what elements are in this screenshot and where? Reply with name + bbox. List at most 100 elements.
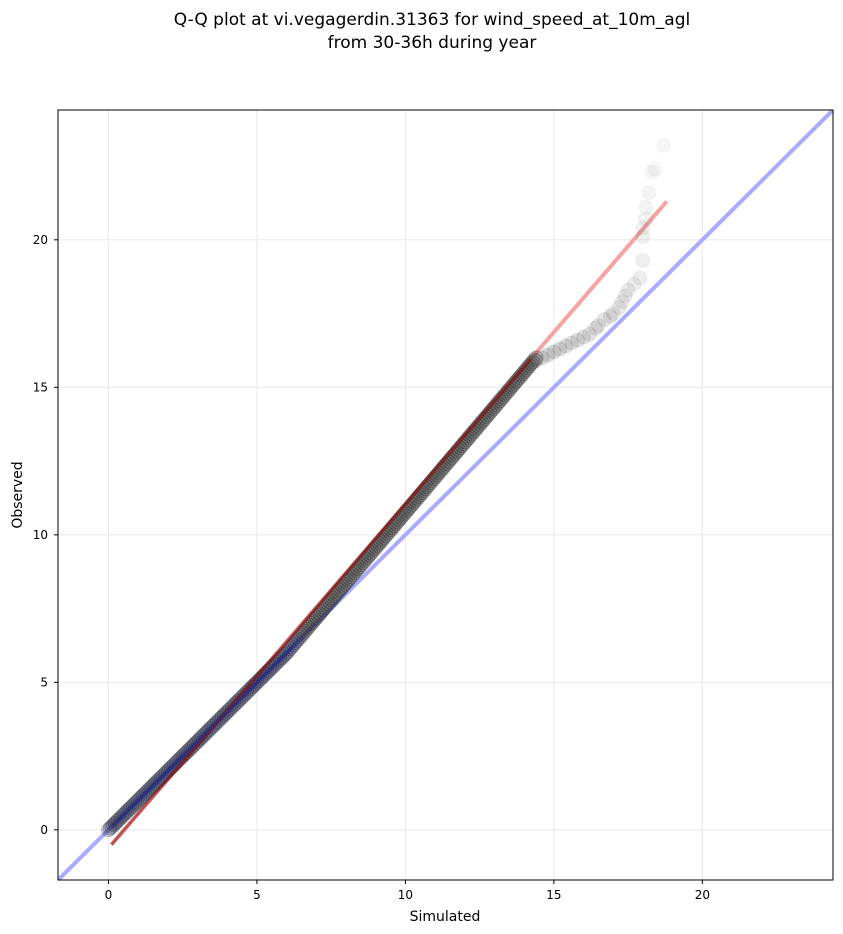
quantile-points bbox=[101, 138, 672, 838]
quantile-point bbox=[289, 633, 305, 649]
y-tick-label: 5 bbox=[40, 675, 48, 689]
quantile-point bbox=[129, 794, 144, 810]
x-axis-label: Simulated bbox=[410, 909, 481, 925]
quantile-point bbox=[147, 776, 163, 792]
quantile-point bbox=[297, 623, 313, 639]
y-tick-label: 15 bbox=[33, 380, 48, 394]
quantile-point bbox=[292, 629, 308, 645]
quantile-point bbox=[552, 341, 568, 357]
quantile-point bbox=[231, 692, 247, 708]
quantile-point bbox=[183, 740, 199, 756]
quantile-point bbox=[596, 312, 612, 327]
quantile-point bbox=[588, 320, 603, 336]
quantile-point bbox=[277, 646, 293, 662]
x-tick-label: 15 bbox=[546, 888, 561, 902]
quantile-point bbox=[188, 735, 204, 751]
quantile-point bbox=[527, 352, 542, 368]
quantile-point bbox=[110, 812, 126, 828]
quantile-point bbox=[638, 199, 654, 215]
chart-title-line-1: Q-Q plot at vi.vegagerdin.31363 for wind… bbox=[174, 10, 690, 30]
quantile-point bbox=[284, 639, 300, 655]
quantile-point bbox=[142, 781, 158, 797]
quantile-point bbox=[307, 612, 323, 627]
x-tick-label: 10 bbox=[398, 888, 413, 902]
quantile-point bbox=[186, 737, 202, 752]
quantile-point bbox=[305, 614, 321, 629]
quantile-point bbox=[602, 309, 618, 324]
quantile-point bbox=[109, 814, 125, 830]
quantile-point bbox=[120, 802, 136, 818]
quantile-point bbox=[191, 732, 207, 748]
quantile-point bbox=[641, 185, 657, 201]
quantile-point bbox=[106, 817, 121, 833]
quantile-point bbox=[190, 733, 206, 749]
quantile-point bbox=[114, 809, 130, 825]
quantile-point bbox=[282, 641, 298, 657]
quantile-point bbox=[140, 783, 156, 798]
quantile-point bbox=[300, 619, 316, 635]
quantile-point bbox=[546, 344, 562, 360]
quantile-point bbox=[229, 694, 245, 710]
quantile-point bbox=[132, 791, 148, 807]
quantile-point bbox=[644, 164, 660, 180]
quantile-point bbox=[626, 276, 642, 292]
quantile-point bbox=[101, 822, 116, 838]
quantile-point bbox=[564, 335, 580, 351]
quantile-point bbox=[591, 317, 606, 333]
quantile-point bbox=[635, 220, 651, 236]
quantile-point bbox=[236, 687, 252, 703]
quantile-point bbox=[104, 819, 120, 834]
quantile-point bbox=[635, 229, 651, 245]
quantile-point bbox=[102, 820, 118, 836]
quantile-point bbox=[130, 792, 146, 808]
quantile-point bbox=[295, 625, 311, 641]
quantile-point bbox=[122, 801, 138, 816]
quantile-point bbox=[112, 810, 128, 826]
quantile-point bbox=[119, 804, 135, 820]
quantile-point bbox=[144, 779, 159, 795]
quantile-point bbox=[139, 784, 154, 800]
fit-overlay bbox=[110, 358, 532, 846]
x-tick-label: 20 bbox=[695, 888, 710, 902]
quantile-point bbox=[127, 796, 143, 812]
quantile-point bbox=[193, 730, 209, 746]
quantile-point bbox=[570, 332, 586, 348]
quantile-point bbox=[185, 738, 201, 754]
quantile-point bbox=[617, 288, 633, 304]
quantile-point bbox=[540, 347, 556, 363]
quantile-point bbox=[647, 161, 663, 177]
chart-title-line-2: from 30-36h during year bbox=[328, 33, 537, 53]
quantile-point bbox=[285, 637, 301, 653]
quantile-point bbox=[638, 211, 654, 227]
quantile-point bbox=[238, 686, 253, 702]
quantile-point bbox=[145, 778, 161, 793]
quantile-point bbox=[525, 354, 541, 370]
quantile-point bbox=[304, 615, 319, 631]
x-tick-label: 0 bbox=[105, 888, 113, 902]
quantile-point bbox=[635, 253, 651, 268]
one-to-one-line-overlay bbox=[116, 645, 294, 823]
y-axis-label: Observed bbox=[10, 461, 26, 528]
quantile-point bbox=[239, 684, 255, 700]
quantile-point bbox=[279, 645, 295, 661]
quantile-point bbox=[135, 788, 151, 803]
quantile-point bbox=[299, 621, 314, 637]
quantile-point bbox=[107, 815, 123, 831]
quantile-point bbox=[287, 635, 303, 651]
plot-frame bbox=[57, 109, 834, 881]
quantile-point bbox=[534, 350, 550, 366]
quantile-point bbox=[281, 643, 296, 659]
y-tick-label: 0 bbox=[40, 823, 48, 837]
quantile-point bbox=[620, 282, 636, 298]
y-tick-label: 20 bbox=[33, 233, 48, 247]
quantile-point bbox=[614, 294, 630, 310]
quantile-point bbox=[125, 797, 141, 813]
quantile-point bbox=[117, 806, 133, 821]
quantile-point bbox=[611, 300, 627, 316]
axis-ticks: 0 5 10 15 20 0 5 10 15 20 bbox=[33, 233, 710, 902]
quantile-point bbox=[558, 338, 574, 354]
quantile-point bbox=[656, 138, 672, 153]
quantile-point bbox=[137, 786, 153, 802]
quantile-point bbox=[134, 789, 149, 805]
